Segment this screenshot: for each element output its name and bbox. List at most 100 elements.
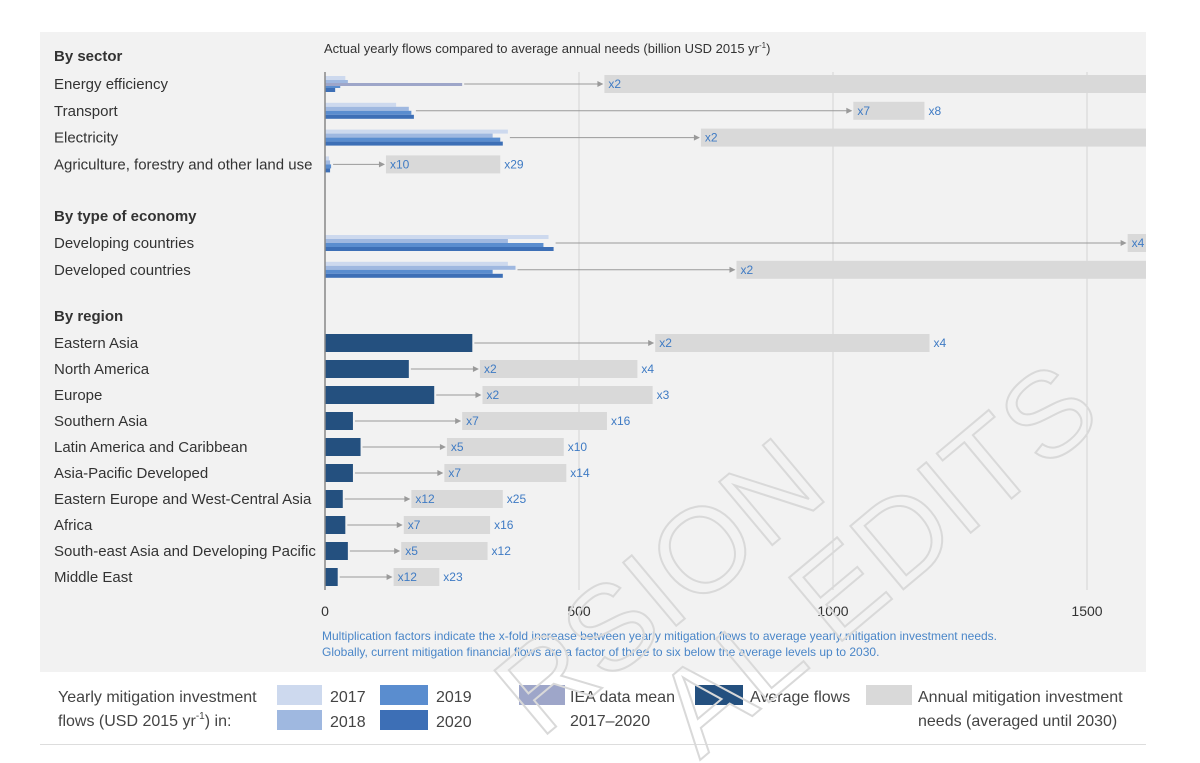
row-label-europe: Europe: [54, 387, 102, 404]
group-title-by-region: By region: [54, 308, 123, 325]
row-label-developing-countries: Developing countries: [54, 235, 194, 252]
needs-bar-north-america: [479, 360, 638, 378]
legend-swatch-average: [695, 685, 743, 705]
row-label-north-america: North America: [54, 361, 150, 378]
needs-bar-transport: [853, 101, 925, 120]
factor-low-middle-east: x12: [398, 570, 418, 584]
legend-title: Yearly mitigation investment flows (USD …: [58, 689, 257, 730]
factor-high-middle-east: x23: [443, 570, 463, 584]
flow-bar-2020-electricity: [325, 141, 503, 146]
factor-high-south-east-asia-and-developing-pacific: x12: [492, 544, 512, 558]
legend-title-line2: flows (USD 2015 yr-1) in:: [58, 711, 231, 730]
factor-low-developing-countries: x4: [1132, 236, 1145, 250]
needs-bar-asia-pacific-developed: [444, 464, 567, 482]
legend-swatch-iea: [519, 685, 565, 705]
factor-low-developed-countries: x2: [740, 263, 753, 277]
row-label-electricity: Electricity: [54, 130, 119, 147]
legend-swatch-2017: [277, 685, 322, 705]
arrow-head-energy-efficiency: [597, 81, 604, 87]
row-label-latin-america-and-caribbean: Latin America and Caribbean: [54, 439, 247, 456]
needs-bar-southern-asia: [462, 412, 607, 430]
arrow-head-south-east-asia-and-developing-pacific: [394, 548, 401, 554]
factor-high-europe: x3: [657, 388, 670, 402]
flow-bar-2020-developing-countries: [325, 247, 554, 251]
row-label-eastern-europe-and-west-central-asia: Eastern Europe and West-Central Asia: [54, 491, 312, 508]
factor-high-africa: x16: [494, 518, 514, 532]
legend-label-needs-line1: Annual mitigation investment: [918, 689, 1123, 706]
flow-bar-2020-energy-efficiency: [325, 88, 336, 92]
factor-low-south-east-asia-and-developing-pacific: x5: [405, 544, 418, 558]
avg-bar-latin-america-and-caribbean: [325, 438, 361, 456]
iea-bar-energy-efficiency: [325, 83, 463, 86]
arrow-head-africa: [396, 522, 403, 528]
arrow-head-europe: [475, 392, 482, 398]
chart-title: Actual yearly flows compared to average …: [324, 41, 770, 56]
legend-item-average: Average flows: [695, 685, 850, 706]
row-label-developed-countries: Developed countries: [54, 262, 191, 279]
legend-title-line1: Yearly mitigation investment: [58, 689, 257, 706]
needs-bar-eastern-europe-and-west-central-asia: [411, 490, 503, 508]
arrow-head-electricity: [693, 134, 700, 141]
x-tick-1000: 1000: [817, 603, 848, 619]
needs-bar-south-east-asia-and-developing-pacific: [401, 542, 488, 560]
factor-low-asia-pacific-developed: x7: [448, 466, 461, 480]
arrow-head-eastern-asia: [648, 340, 655, 346]
factor-low-africa: x7: [408, 518, 421, 532]
chart-panel: Actual yearly flows compared to average …: [40, 32, 1146, 672]
flow-bar-2018-developing-countries: [325, 239, 508, 243]
legend-label-2020: 2020: [436, 714, 472, 731]
legend-swatch-2019: [380, 685, 428, 705]
flow-bar-2019-transport: [325, 110, 412, 115]
factor-high-north-america: x4: [641, 362, 654, 376]
factor-low-europe: x2: [486, 388, 499, 402]
factor-low-energy-efficiency: x2: [608, 77, 621, 91]
legend-item-2017: 2017: [277, 685, 366, 706]
needs-bar-eastern-asia: [655, 334, 930, 352]
arrow-head-eastern-europe-and-west-central-asia: [404, 496, 411, 502]
avg-bar-asia-pacific-developed: [325, 464, 353, 482]
factor-high-latin-america-and-caribbean: x10: [568, 440, 588, 454]
arrow-head-developed-countries: [729, 266, 736, 273]
arrow-head-asia-pacific-developed: [437, 470, 444, 476]
x-tick-500: 500: [567, 603, 591, 619]
flow-bar-2017-electricity: [325, 129, 508, 134]
legend-item-2020: 2020: [380, 710, 472, 731]
avg-bar-eastern-europe-and-west-central-asia: [325, 490, 343, 508]
group-title-by-sector: By sector: [54, 48, 123, 65]
needs-bar-developing-countries: [1127, 234, 1146, 252]
factor-high-asia-pacific-developed: x14: [570, 466, 590, 480]
needs-bar-electricity: [700, 128, 1146, 147]
avg-bar-eastern-asia: [325, 334, 473, 352]
flow-bar-2018-energy-efficiency: [325, 80, 348, 84]
row-label-south-east-asia-and-developing-pacific: South-east Asia and Developing Pacific: [54, 543, 316, 560]
arrow-head-southern-asia: [455, 418, 462, 424]
factor-low-latin-america-and-caribbean: x5: [451, 440, 464, 454]
legend-label-2018: 2018: [330, 714, 366, 731]
needs-bar-developed-countries: [736, 260, 1146, 279]
chart-note-2: Globally, current mitigation financial f…: [322, 645, 879, 659]
avg-bar-south-east-asia-and-developing-pacific: [325, 542, 348, 560]
needs-bar-agriculture-forestry-and-other-land-use: [385, 155, 501, 174]
flow-bar-2017-agriculture-forestry-and-other-land-use: [325, 156, 330, 161]
needs-bar-europe: [482, 386, 653, 404]
row-label-eastern-asia: Eastern Asia: [54, 335, 139, 352]
row-label-africa: Africa: [54, 517, 93, 534]
arrow-head-latin-america-and-caribbean: [439, 444, 446, 450]
needs-bar-energy-efficiency: [604, 75, 1146, 93]
avg-bar-north-america: [325, 360, 409, 378]
group-title-by-type-of-economy: By type of economy: [54, 208, 197, 225]
avg-bar-middle-east: [325, 568, 338, 586]
flow-bar-2018-transport: [325, 106, 409, 111]
avg-bar-europe: [325, 386, 435, 404]
avg-bar-africa: [325, 516, 346, 534]
flow-bar-2018-agriculture-forestry-and-other-land-use: [325, 160, 331, 165]
bottom-divider: [40, 744, 1146, 745]
row-label-agriculture-forestry-and-other-land-use: Agriculture, forestry and other land use: [54, 156, 312, 173]
legend-label-iea-line1: IEA data mean: [570, 689, 675, 706]
legend-label-2019: 2019: [436, 689, 472, 706]
row-label-energy-efficiency: Energy efficiency: [54, 76, 168, 93]
chart-note-1: Multiplication factors indicate the x-fo…: [322, 629, 997, 643]
legend-item-2018: 2018: [277, 710, 366, 731]
legend: Yearly mitigation investment flows (USD …: [58, 685, 1123, 731]
flow-bar-2019-developed-countries: [325, 269, 493, 274]
